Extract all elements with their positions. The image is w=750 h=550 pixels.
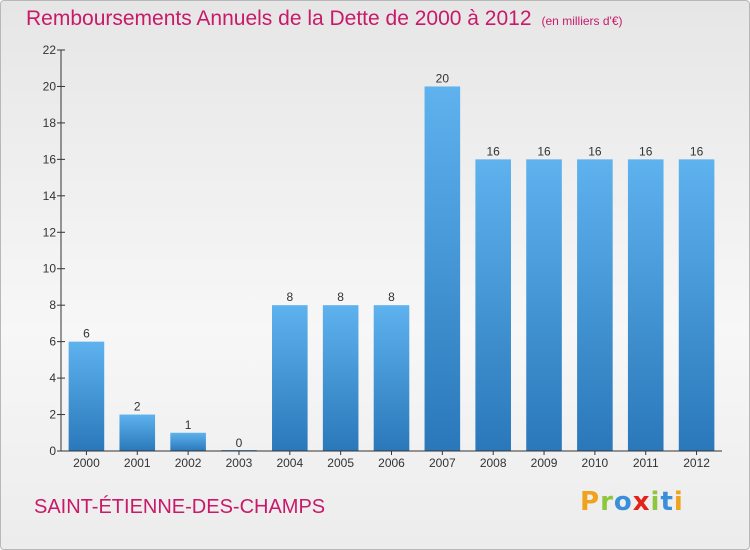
y-tick-label: 12 xyxy=(43,225,57,239)
y-tick-label: 4 xyxy=(49,371,56,385)
bar-value-label: 16 xyxy=(537,144,551,158)
logo-letter: P xyxy=(580,487,601,517)
bar-value-label: 2 xyxy=(134,400,141,414)
chart-subtitle: (en milliers d'€) xyxy=(541,14,623,28)
x-tick-label: 2012 xyxy=(683,456,710,470)
x-tick-label: 2000 xyxy=(73,456,100,470)
bar xyxy=(119,414,156,451)
y-tick-label: 10 xyxy=(43,262,57,276)
y-tick-label: 8 xyxy=(49,298,56,312)
x-tick-label: 2010 xyxy=(582,456,609,470)
logo-letter: x xyxy=(632,487,651,517)
x-tick-label: 2008 xyxy=(480,456,507,470)
bar xyxy=(627,159,664,451)
bar-value-label: 8 xyxy=(337,290,344,304)
y-tick-label: 22 xyxy=(43,43,57,57)
logo-letter: i xyxy=(650,487,661,517)
x-tick-label: 2001 xyxy=(124,456,151,470)
y-tick-label: 16 xyxy=(43,152,57,166)
logo-letter: o xyxy=(613,487,633,517)
logo-letter: i xyxy=(673,487,684,517)
y-tick-label: 0 xyxy=(49,444,56,458)
bar-value-label: 8 xyxy=(286,290,293,304)
logo-letter: r xyxy=(600,487,614,517)
bar xyxy=(526,159,562,451)
bar xyxy=(577,159,613,451)
x-tick-label: 2006 xyxy=(378,456,405,470)
y-tick-label: 20 xyxy=(43,79,57,93)
x-tick-label: 2007 xyxy=(429,456,456,470)
bar-value-label: 16 xyxy=(487,144,501,158)
bar xyxy=(322,305,359,451)
chart-title: Remboursements Annuels de la Dette de 20… xyxy=(26,7,623,31)
bar xyxy=(68,341,105,451)
bar xyxy=(424,86,461,452)
chart-title-text: Remboursements Annuels de la Dette de 20… xyxy=(26,7,532,30)
y-tick-label: 14 xyxy=(43,189,57,203)
bar-value-label: 20 xyxy=(436,71,450,85)
bar-value-label: 16 xyxy=(690,144,704,158)
bar-value-label: 16 xyxy=(639,144,653,158)
commune-name: SAINT-ÉTIENNE-DES-CHAMPS xyxy=(34,496,326,518)
logo-letter: t xyxy=(660,487,674,517)
bar-value-label: 16 xyxy=(588,144,602,158)
bar xyxy=(475,159,511,451)
proxiti-logo: Proxiti xyxy=(580,487,684,517)
bar-value-label: 8 xyxy=(388,290,395,304)
bar-value-label: 6 xyxy=(83,327,90,341)
y-tick-label: 2 xyxy=(49,408,56,422)
bar xyxy=(272,305,308,451)
bar xyxy=(678,159,715,451)
bar xyxy=(373,305,410,451)
x-tick-label: 2009 xyxy=(531,456,558,470)
bar xyxy=(170,432,206,451)
x-tick-label: 2011 xyxy=(633,456,659,470)
x-tick-label: 2002 xyxy=(175,456,202,470)
bar-value-label: 0 xyxy=(236,436,243,450)
y-tick-label: 18 xyxy=(43,116,57,130)
x-tick-label: 2004 xyxy=(276,456,303,470)
bar-value-label: 1 xyxy=(185,418,192,432)
x-tick-label: 2005 xyxy=(327,456,354,470)
y-tick-label: 6 xyxy=(49,335,56,349)
x-tick-label: 2003 xyxy=(226,456,253,470)
